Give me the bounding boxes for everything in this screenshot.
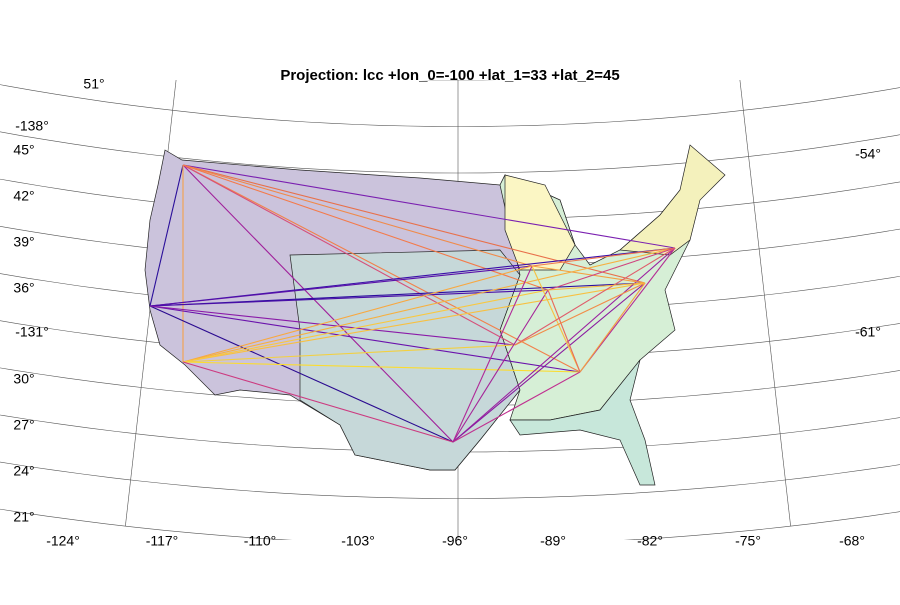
route <box>182 289 549 363</box>
route <box>182 265 533 363</box>
route <box>452 247 676 443</box>
route <box>182 164 646 284</box>
route <box>149 305 454 443</box>
us-northeast <box>619 144 726 256</box>
route <box>182 344 516 363</box>
route <box>182 282 646 363</box>
lat-label: 30° <box>13 371 34 387</box>
route <box>579 247 676 373</box>
lon-label: -131° <box>15 324 49 340</box>
lon-label: -89° <box>540 533 566 549</box>
lon-label: -96° <box>442 533 468 549</box>
lon-label: -110° <box>244 533 277 549</box>
map-title: Projection: lcc +lon_0=-100 +lat_1=33 +l… <box>280 67 619 84</box>
route <box>514 247 676 346</box>
lon-label: -82° <box>637 533 663 549</box>
route <box>547 289 581 373</box>
lon-label: -117° <box>146 533 179 549</box>
route <box>149 164 184 307</box>
route <box>547 247 676 291</box>
route <box>531 265 581 373</box>
us-southeast <box>509 359 656 486</box>
parallel <box>0 0 900 34</box>
lat-label: 42° <box>13 188 34 204</box>
lon-label: -124° <box>46 533 80 549</box>
route <box>452 265 533 443</box>
route <box>452 282 646 443</box>
route <box>182 247 676 363</box>
lat-label: 24° <box>13 463 34 479</box>
lat-label: 27° <box>13 417 34 433</box>
lon-label: -61° <box>855 324 881 340</box>
route <box>531 265 646 284</box>
lon-label: -75° <box>735 533 761 549</box>
route <box>149 265 533 307</box>
lat-label: 36° <box>13 280 34 296</box>
lat-label: 51° <box>83 76 104 92</box>
route <box>182 361 581 373</box>
lon-label: -138° <box>15 118 49 134</box>
route <box>452 289 549 443</box>
parallel <box>0 461 900 499</box>
route <box>182 164 533 267</box>
lat-label: 45° <box>13 142 34 158</box>
lon-label: -54° <box>855 146 881 162</box>
lon-label: -68° <box>839 533 865 549</box>
lon-label: -103° <box>341 533 375 549</box>
lat-label: 39° <box>13 234 34 250</box>
route <box>547 282 646 291</box>
route <box>514 282 646 346</box>
parallel <box>0 84 900 127</box>
parallel <box>0 131 900 174</box>
route <box>149 305 581 373</box>
route <box>182 164 454 443</box>
routes <box>149 164 676 443</box>
route <box>182 164 581 373</box>
us-central <box>289 249 521 471</box>
route <box>579 282 646 373</box>
route <box>531 247 676 267</box>
route <box>182 164 676 249</box>
route <box>149 305 516 346</box>
lat-label: 21° <box>13 509 34 525</box>
meridian <box>739 80 791 527</box>
route <box>452 371 581 443</box>
route <box>182 361 454 443</box>
